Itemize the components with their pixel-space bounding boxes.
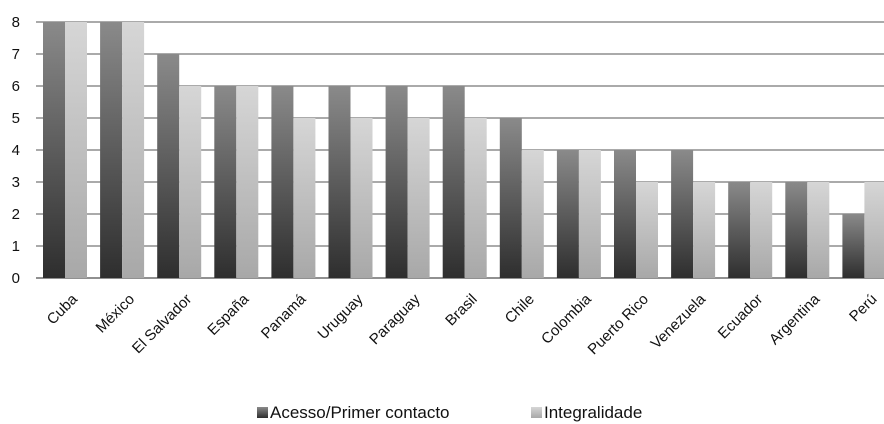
bar-cuba-series-2 <box>65 22 87 278</box>
x-tick-label: Ecuador <box>715 291 767 343</box>
x-tick-label: Venezuela <box>648 290 710 352</box>
y-tick-label: 0 <box>12 270 20 287</box>
bar-m-xico-series-2 <box>122 22 145 278</box>
legend-swatch-2 <box>531 407 542 418</box>
bar-colombia-series-2 <box>578 150 601 278</box>
bar-ecuador-series-1 <box>728 182 751 278</box>
bar-per--series-1 <box>842 214 865 278</box>
y-tick-label: 1 <box>12 238 20 255</box>
x-tick-label: Panamá <box>258 290 310 342</box>
legend-swatch-1 <box>257 407 268 418</box>
bar-venezuela-series-2 <box>693 182 716 278</box>
x-tick-label: El Salvador <box>129 291 195 357</box>
bar-puerto-rico-series-1 <box>614 150 636 278</box>
bar-espa-a-series-2 <box>236 86 259 278</box>
x-tick-label: España <box>204 290 252 338</box>
legend: Acesso/Primer contacto Integralidade <box>257 403 642 422</box>
bar-chile-series-2 <box>521 150 544 278</box>
bar-cuba-series-1 <box>43 22 65 278</box>
bar-brasil-series-2 <box>464 118 487 278</box>
x-tick-label: Colombia <box>538 290 595 347</box>
y-axis-ticks: 0 1 2 3 4 5 6 7 8 <box>12 14 20 287</box>
bar-el-salvador-series-1 <box>157 54 180 278</box>
bar-el-salvador-series-2 <box>179 86 202 278</box>
legend-label-1: Acesso/Primer contacto <box>270 403 450 422</box>
x-tick-label: Chile <box>502 291 538 327</box>
x-tick-label: Paraguay <box>366 290 424 348</box>
y-tick-label: 5 <box>12 110 20 127</box>
bar-puerto-rico-series-2 <box>636 182 658 278</box>
y-tick-label: 2 <box>12 206 20 223</box>
bar-uruguay-series-2 <box>350 118 373 278</box>
legend-label-2: Integralidade <box>544 403 642 422</box>
bar-per--series-2 <box>864 182 884 278</box>
x-tick-label: México <box>93 291 139 337</box>
x-tick-label: Puerto Rico <box>585 291 652 358</box>
bar-brasil-series-1 <box>442 86 465 278</box>
bar-chile-series-1 <box>499 118 522 278</box>
bar-panam--series-1 <box>271 86 294 278</box>
y-tick-label: 7 <box>12 46 20 63</box>
x-tick-label: Brasil <box>442 291 481 330</box>
bar-panam--series-2 <box>293 118 316 278</box>
bar-espa-a-series-1 <box>214 86 237 278</box>
x-tick-label: Cuba <box>44 290 82 328</box>
y-tick-label: 4 <box>12 142 20 159</box>
x-tick-label: Uruguay <box>314 290 366 342</box>
bar-argentina-series-1 <box>785 182 808 278</box>
y-tick-label: 3 <box>12 174 20 191</box>
y-tick-label: 6 <box>12 78 20 95</box>
bar-venezuela-series-1 <box>671 150 694 278</box>
bar-paraguay-series-1 <box>385 86 408 278</box>
bar-argentina-series-2 <box>807 182 830 278</box>
y-tick-label: 8 <box>12 14 20 31</box>
bar-colombia-series-1 <box>556 150 579 278</box>
bar-uruguay-series-1 <box>328 86 351 278</box>
bar-m-xico-series-1 <box>100 22 123 278</box>
x-tick-label: Perú <box>846 291 880 325</box>
x-tick-label: Argentina <box>766 290 824 348</box>
bar-paraguay-series-2 <box>407 118 430 278</box>
bar-ecuador-series-2 <box>750 182 773 278</box>
bars <box>43 22 884 278</box>
